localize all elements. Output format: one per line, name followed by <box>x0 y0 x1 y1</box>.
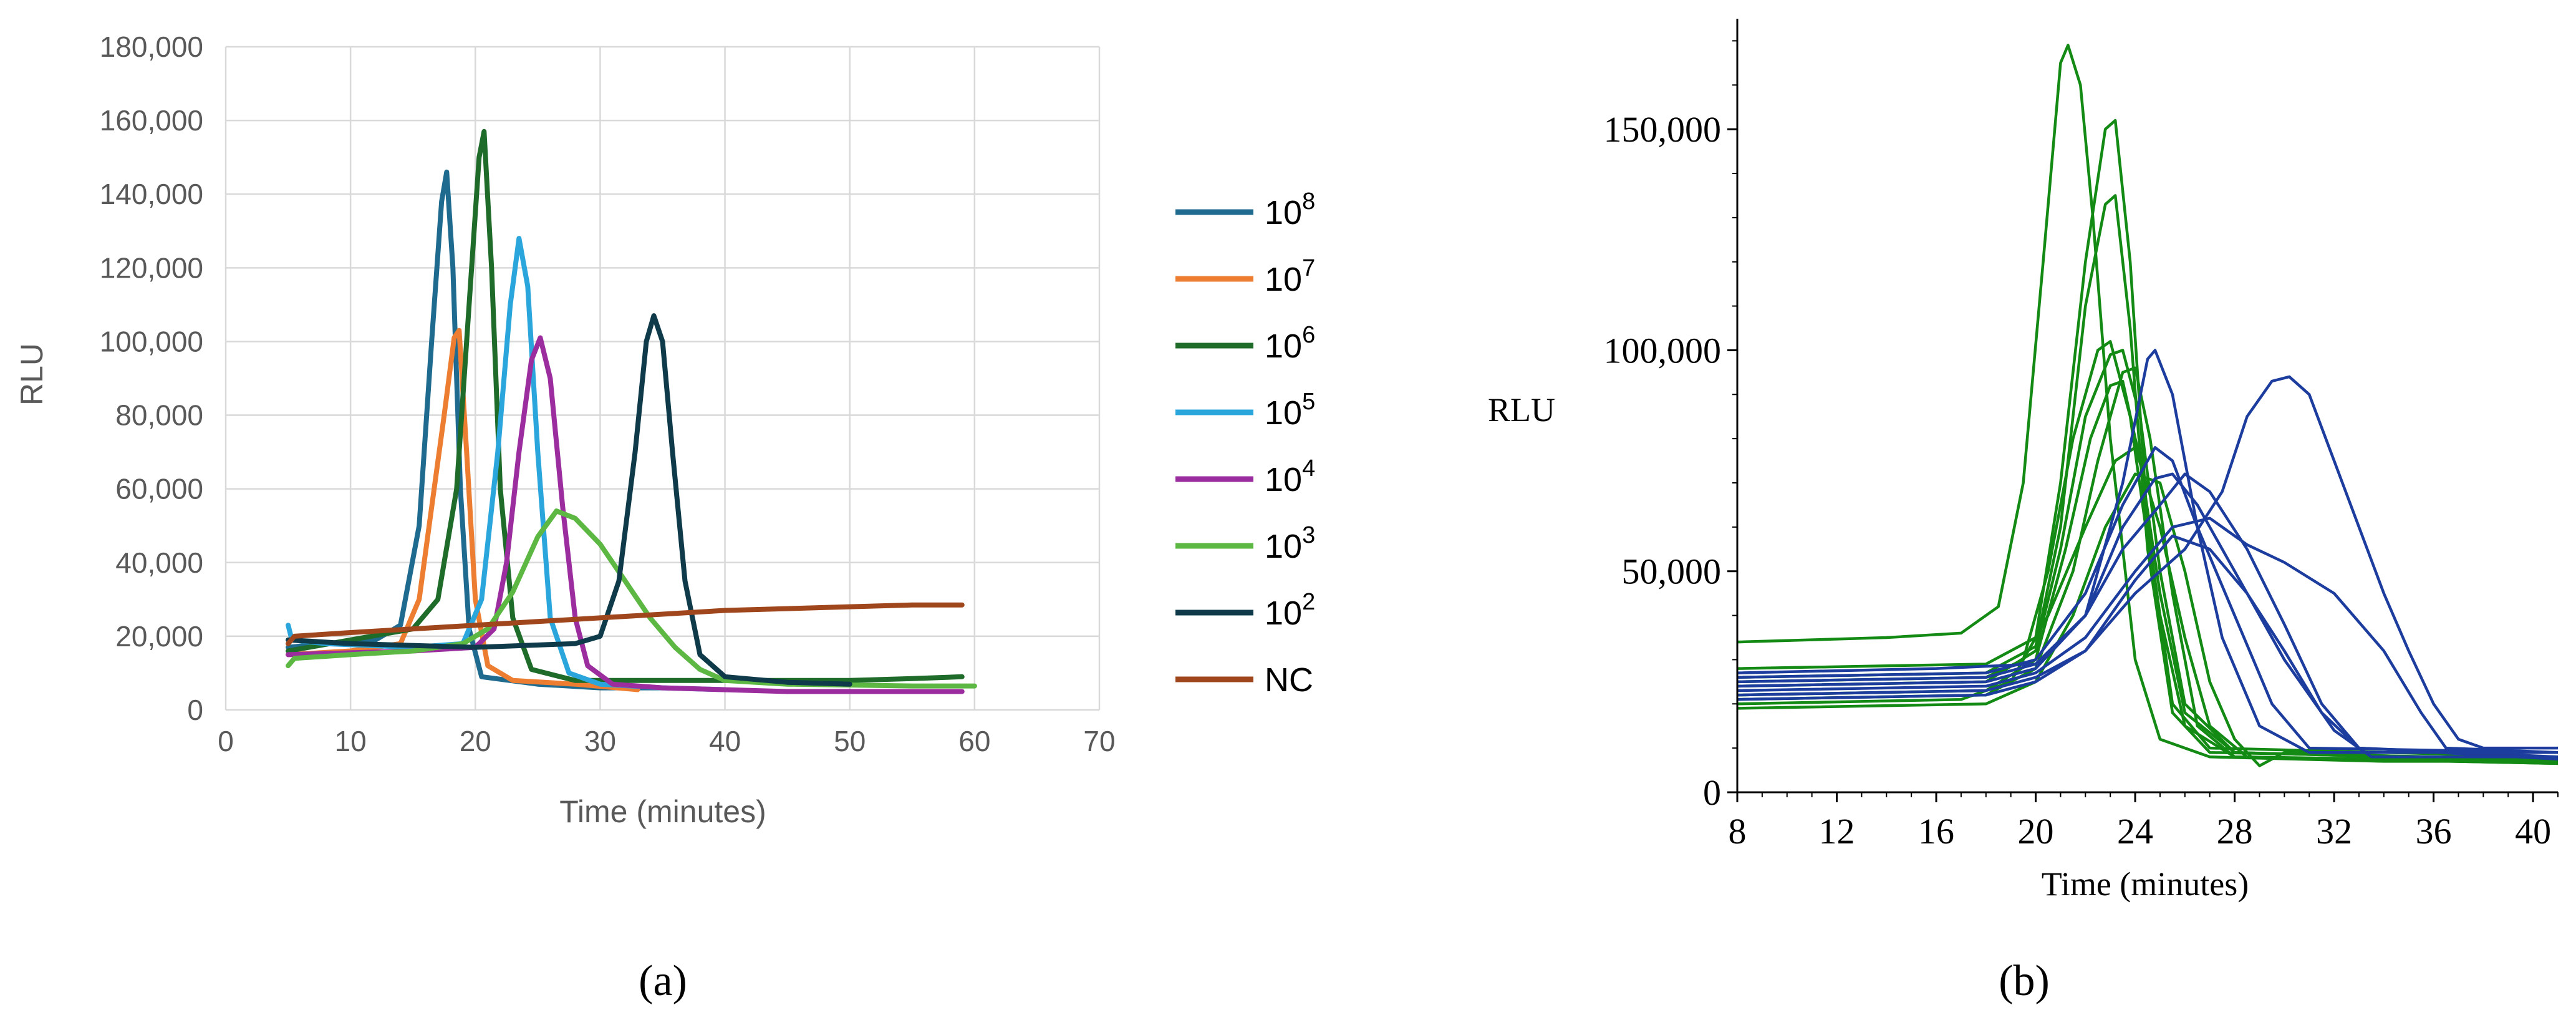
chart-b-x-tick-label: 28 <box>2217 811 2253 852</box>
chart-a-series-line-10e3 <box>286 508 977 689</box>
panel-label-a: (a) <box>639 957 687 1005</box>
chart-b-x-tick-label: 32 <box>2316 811 2352 852</box>
panel-label-b: (b) <box>1999 957 2050 1005</box>
chart-b-x-tick-label: 12 <box>1819 811 1855 852</box>
chart-a-x-tick-label: 10 <box>335 725 367 757</box>
chart-a-y-tick-label: 80,000 <box>115 399 203 432</box>
chart-a-y-tick-label: 0 <box>187 694 203 726</box>
chart-b-series-line <box>1737 472 2558 759</box>
chart-b-y-ticks: 0 50,000 100,000 150,000 <box>1604 40 1737 813</box>
chart-a: 0 10 20 30 40 50 60 70 0 20,000 40,000 60,000 80,00… <box>14 31 1315 829</box>
chart-b-x-tick-label: 20 <box>2018 811 2054 852</box>
chart-a-y-tick-label: 180,000 <box>100 31 203 63</box>
chart-b-series-line <box>1737 446 2558 754</box>
legend-label: 106 <box>1265 322 1315 365</box>
chart-a-x-axis-title: Time (minutes) <box>559 794 766 829</box>
legend-label: 108 <box>1265 188 1315 231</box>
chart-b-x-tick-label: 8 <box>1729 811 1747 852</box>
chart-b-series-line <box>1737 119 2558 759</box>
chart-a-y-axis-title: RLU <box>14 343 49 405</box>
chart-b-x-tick-label: 40 <box>2515 811 2551 852</box>
chart-b-series-line <box>1737 44 2558 763</box>
chart-b-series-line <box>1737 366 2558 765</box>
chart-a-x-tick-label: 0 <box>218 725 234 757</box>
legend-label: 105 <box>1265 389 1315 432</box>
chart-a-series-line-10e6 <box>286 129 965 683</box>
chart-a-legend: 108 107 106 105 104 103 102 NC <box>1175 188 1315 699</box>
legend-label: 107 <box>1265 255 1315 298</box>
chart-b-y-tick-label: 150,000 <box>1604 109 1722 150</box>
chart-a-x-tick-label: 40 <box>709 725 741 757</box>
chart-a-series-line-10e2 <box>286 313 852 687</box>
chart-b-series-line <box>1737 534 2558 761</box>
chart-b-series-line <box>1737 472 2558 759</box>
chart-b-series-line <box>1737 446 2558 765</box>
legend-label: NC <box>1265 661 1313 699</box>
chart-a-x-tick-label: 70 <box>1083 725 1115 757</box>
chart-a-y-tick-label: 120,000 <box>100 251 203 284</box>
chart-b-y-tick-label: 50,000 <box>1622 551 1722 592</box>
chart-b-x-tick-label: 24 <box>2117 811 2153 852</box>
chart-a-series <box>286 129 977 694</box>
chart-a-y-tick-label: 20,000 <box>115 620 203 653</box>
chart-b-x-tick-label: 16 <box>1918 811 1954 852</box>
chart-a-grid <box>224 46 1101 711</box>
chart-b: 8 12 16 20 24 28 32 36 40 050,000100,000150,000 … <box>1488 19 2559 903</box>
chart-b-x-ticks: 8 12 16 20 24 28 32 36 40 <box>1729 792 2559 852</box>
chart-a-series-line-10e4 <box>286 335 965 694</box>
chart-a-y-tick-label: 60,000 <box>115 473 203 505</box>
chart-b-y-axis-title: RLU <box>1488 391 1555 429</box>
legend-label: 103 <box>1265 522 1315 565</box>
chart-a-y-tick-label: 40,000 <box>115 546 203 579</box>
chart-a-x-tick-label: 60 <box>958 725 990 757</box>
chart-b-plot-region <box>1737 44 2558 767</box>
chart-b-x-tick-label: 36 <box>2416 811 2452 852</box>
chart-a-series-line-10e7 <box>286 328 640 692</box>
chart-a-y-tick-label: 140,000 <box>100 178 203 210</box>
chart-a-x-ticks: 0 10 20 30 40 50 60 70 <box>218 725 1115 757</box>
chart-b-y-tick-label: 100,000 <box>1604 330 1722 371</box>
chart-a-x-tick-label: 30 <box>584 725 616 757</box>
chart-a-y-tick-label: 100,000 <box>100 325 203 357</box>
legend-label: 102 <box>1265 589 1315 632</box>
chart-a-x-tick-label: 50 <box>834 725 866 757</box>
chart-b-series-line <box>1737 517 2558 754</box>
legend-label: 104 <box>1265 455 1315 498</box>
chart-a-series-line-nc <box>286 602 965 646</box>
chart-b-series-line <box>1737 349 2558 763</box>
chart-a-y-tick-label: 160,000 <box>100 104 203 137</box>
chart-a-y-ticks: 0 20,000 40,000 60,000 80,000 100,000 120,000 1… <box>100 31 203 726</box>
chart-b-y-tick-label: 0 <box>1703 772 1721 813</box>
chart-b-x-axis-title: Time (minutes) <box>2042 865 2249 903</box>
chart-b-series <box>1737 44 2558 767</box>
chart-a-x-tick-label: 20 <box>460 725 491 757</box>
